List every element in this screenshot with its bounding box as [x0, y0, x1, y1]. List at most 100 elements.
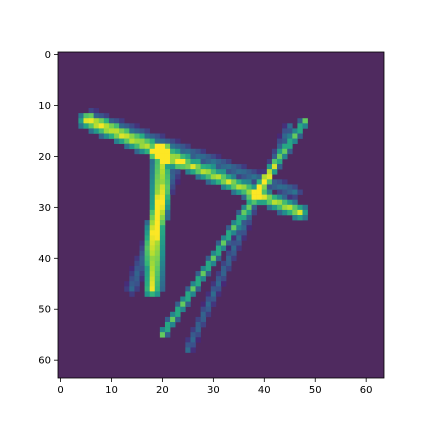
heatmap-cell [180, 143, 186, 150]
heatmap-cell [149, 204, 156, 211]
heatmap-cell [287, 199, 293, 206]
heatmap-cell [246, 174, 252, 180]
heatmap-cell [159, 143, 166, 150]
heatmap-cell [190, 332, 196, 338]
heatmap-cell [205, 158, 212, 165]
heatmap-cell [149, 220, 156, 226]
heatmap-cell [144, 128, 150, 134]
heatmap-cell [159, 281, 166, 287]
heatmap-cell [287, 138, 293, 144]
heatmap-cell [271, 164, 278, 170]
heatmap-cell [154, 225, 161, 231]
heatmap-cell [154, 271, 161, 277]
heatmap-cell [175, 174, 181, 180]
heatmap-cell [144, 265, 150, 272]
heatmap-cell [164, 169, 171, 175]
heatmap-cell [241, 235, 247, 241]
heatmap-cell [215, 174, 222, 180]
heatmap-cell [261, 179, 268, 185]
heatmap-cell [210, 260, 217, 267]
heatmap-cell [175, 306, 181, 313]
heatmap-cell [297, 215, 303, 221]
heatmap-cell [287, 184, 293, 190]
heatmap-cell [139, 143, 145, 150]
heatmap-cell [159, 255, 166, 262]
heatmap-cell [119, 128, 125, 134]
heatmap-cell [241, 169, 247, 175]
heatmap-cell [159, 276, 166, 282]
heatmap-cell [292, 138, 298, 144]
heatmap-cell [246, 189, 252, 195]
heatmap-cell [159, 327, 166, 333]
heatmap-cell [149, 215, 156, 221]
heatmap-cell [149, 189, 156, 195]
heatmap-cell [215, 286, 222, 292]
heatmap-cell [164, 209, 171, 216]
heatmap-cell [241, 220, 247, 226]
heatmap-cell [277, 148, 283, 155]
heatmap-cell [134, 271, 140, 277]
heatmap-cell [215, 245, 222, 251]
x-axis: 0 10 20 30 40 50 60 [57, 378, 373, 396]
heatmap-cell [221, 184, 227, 190]
heatmap-cell [241, 230, 247, 236]
heatmap-cell [221, 265, 227, 272]
heatmap-cell [215, 271, 222, 277]
heatmap-cell [170, 164, 176, 170]
heatmap-cell [215, 164, 222, 170]
heatmap-cell [124, 123, 130, 129]
heatmap-cell [246, 209, 252, 216]
heatmap-cell [170, 179, 176, 185]
heatmap-cell [159, 245, 166, 251]
heatmap-cell [154, 179, 161, 185]
heatmap-cell [88, 118, 94, 124]
heatmap-cell [271, 194, 278, 201]
x-tick-label: 10 [105, 385, 118, 396]
heatmap-cell [149, 281, 156, 287]
heatmap-cell [119, 118, 125, 124]
heatmap-cell [108, 128, 115, 134]
heatmap-cell [185, 164, 191, 170]
heatmap-cell [287, 209, 293, 216]
x-tick-label: 30 [207, 385, 220, 396]
heatmap-cell [266, 204, 273, 211]
heatmap-cell [282, 194, 288, 201]
heatmap-cell [195, 321, 201, 328]
heatmap-cell [195, 332, 201, 338]
heatmap-cell [221, 179, 227, 185]
heatmap-cell [175, 158, 181, 165]
heatmap-cell [200, 164, 207, 170]
heatmap-cell [292, 194, 298, 201]
heatmap-cell [134, 138, 140, 144]
heatmap-cell [226, 235, 232, 241]
heatmap-cell [195, 327, 201, 333]
heatmap-cell [93, 113, 100, 119]
heatmap-cell [159, 240, 166, 246]
heatmap-cell [164, 204, 171, 211]
y-axis: 0 10 20 30 40 50 60 [38, 50, 58, 367]
heatmap-cell [195, 337, 201, 343]
heatmap-cell [154, 148, 161, 155]
heatmap-cell [292, 128, 298, 134]
heatmap-cell [226, 240, 232, 246]
heatmap-cell [277, 184, 283, 190]
heatmap-cell [195, 164, 201, 170]
heatmap-cell [261, 189, 268, 195]
heatmap-cell [251, 184, 257, 190]
heatmap-cell [149, 133, 156, 139]
heatmap-cell [287, 143, 293, 150]
heatmap-cell [282, 199, 288, 206]
heatmap-cell [205, 255, 212, 262]
heatmap-cell [287, 189, 293, 195]
heatmap-cell [124, 281, 130, 287]
heatmap-cell [159, 184, 166, 190]
heatmap-cell [144, 148, 150, 155]
heatmap-cell [175, 138, 181, 144]
heatmap-cell [144, 225, 150, 231]
heatmap-cell [144, 143, 150, 150]
heatmap-cell [164, 164, 171, 170]
heatmap-cell [159, 215, 166, 221]
heatmap-cell [180, 306, 186, 313]
heatmap-cell [114, 118, 120, 124]
heatmap-cell [210, 169, 217, 175]
